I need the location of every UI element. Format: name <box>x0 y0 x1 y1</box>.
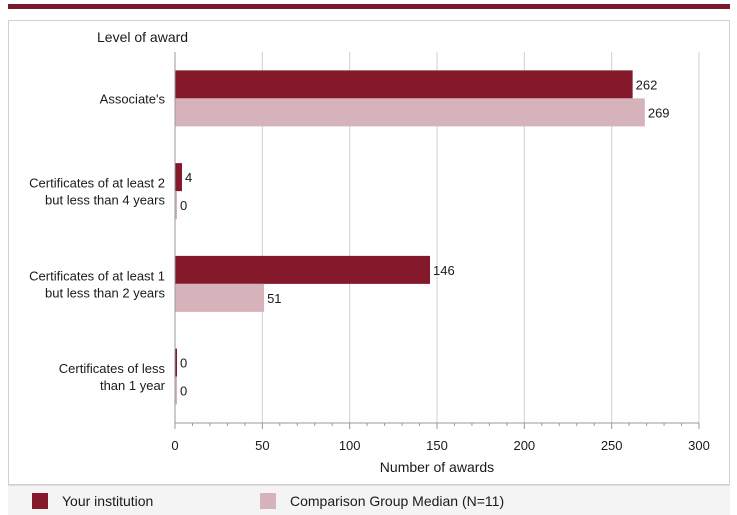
data-label: 0 <box>180 198 187 213</box>
legend-item-your-institution: Your institution <box>32 493 153 509</box>
data-label: 0 <box>180 356 187 371</box>
category-label: Certificates of at least 1 but less than … <box>29 268 165 300</box>
bar-your-institution <box>175 70 633 99</box>
data-label: 4 <box>185 170 192 185</box>
x-tick-label: 50 <box>255 438 269 453</box>
data-label: 51 <box>267 291 281 306</box>
data-label: 262 <box>636 77 658 92</box>
legend-item-comparison-median: Comparison Group Median (N=11) <box>260 493 504 509</box>
data-label: 0 <box>180 384 187 399</box>
legend-label-comparison-median: Comparison Group Median (N=11) <box>290 493 505 509</box>
category-label: Associate's <box>100 91 166 106</box>
category-label: Certificates of less than 1 year <box>59 361 166 393</box>
x-tick-label: 100 <box>339 438 361 453</box>
legend-swatch-comparison-median <box>260 493 276 509</box>
data-label: 146 <box>433 263 455 278</box>
legend-label-your-institution: Your institution <box>62 493 154 509</box>
category-label: Certificates of at least 2 but less than … <box>29 176 165 208</box>
x-tick-label: 200 <box>513 438 535 453</box>
bar-your-institution <box>175 163 182 192</box>
bar-comparison-median <box>175 283 265 312</box>
bar-comparison-median <box>175 191 177 220</box>
bar-comparison-median <box>175 98 645 127</box>
x-tick-label: 300 <box>688 438 710 453</box>
y-axis-title: Level of award <box>97 29 189 45</box>
bar-chart: 0 50 100 150 200 250 300 Number of awards Associ… <box>29 52 710 475</box>
bar-your-institution <box>175 348 177 377</box>
legend-swatch-your-institution <box>32 493 48 509</box>
x-tick-label: 150 <box>426 438 448 453</box>
header-accent-bar <box>8 4 730 9</box>
bar-comparison-median <box>175 376 177 405</box>
x-tick-label: 250 <box>601 438 623 453</box>
legend: Your institution Comparison Group Median… <box>8 485 730 515</box>
bar-your-institution <box>175 255 431 284</box>
x-axis-title: Number of awards <box>380 459 494 475</box>
x-tick-label: 0 <box>171 438 178 453</box>
data-label: 269 <box>648 105 670 120</box>
